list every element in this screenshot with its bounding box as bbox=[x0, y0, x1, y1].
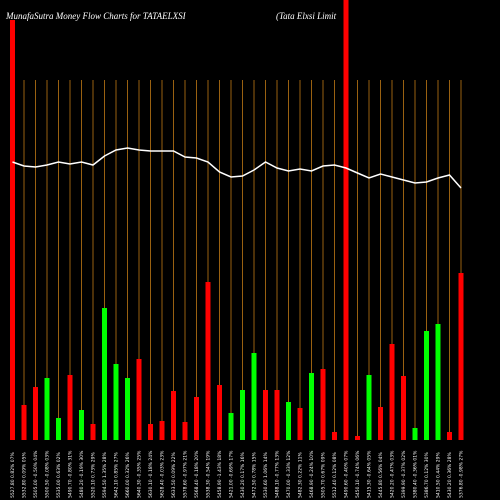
x-tick-label: 5480.20 -0.19% 30% bbox=[79, 450, 85, 498]
x-tick-label: 5520.10 0.73% 29% bbox=[91, 452, 97, 498]
chart-subtitle: (Tata Elxsi Limit bbox=[276, 11, 337, 21]
x-tick-label: 5538.30 -0.54% 19% bbox=[206, 450, 212, 498]
bar bbox=[389, 344, 395, 440]
x-tick-label: 5482.30 0.22% 11% bbox=[298, 452, 304, 498]
x-tick-label: 5472.50 0.78% 15% bbox=[252, 452, 258, 498]
x-tick-label: 5532.80 0.09% 05% bbox=[22, 452, 28, 498]
bar bbox=[10, 20, 15, 440]
bar bbox=[159, 421, 165, 440]
x-tick-label: 5500.50 -0.08% 03% bbox=[45, 450, 51, 498]
bar bbox=[343, 0, 349, 440]
bar bbox=[67, 375, 73, 440]
x-tick-label: 5490.70 -0.80% 31% bbox=[68, 450, 74, 498]
bar bbox=[79, 410, 84, 440]
x-tick-label: 5628.40 -0.03% 23% bbox=[160, 450, 166, 498]
x-tick-label: 5470.00 -0.33% 12% bbox=[286, 450, 292, 498]
bar bbox=[148, 424, 153, 440]
bar bbox=[320, 369, 326, 440]
x-tick-label: 5660.00 0.32% 26% bbox=[125, 452, 131, 498]
x-tick-label: 5630.10 -0.18% 24% bbox=[148, 450, 154, 498]
x-labels: 5527.80 0.82% 07% 5532.80 0.09% 05% 5505.0… bbox=[10, 450, 465, 498]
bar bbox=[21, 405, 27, 440]
x-tick-label: 5578.60 -0.97% 21% bbox=[183, 450, 189, 498]
x-tick-label: 5410.50 0.44% 29% bbox=[436, 452, 442, 498]
bar bbox=[297, 408, 303, 440]
x-tick-label: 5642.10 0.85% 27% bbox=[114, 452, 120, 498]
bar bbox=[435, 324, 441, 440]
bar bbox=[44, 378, 50, 440]
x-tick-label: 5535.00 0.63% 02% bbox=[56, 452, 62, 498]
line bbox=[12, 147, 462, 189]
x-tick-label: 5490.60 -0.40% 07% bbox=[344, 450, 350, 498]
x-tick-label: 5505.70 0.67% 09% bbox=[321, 452, 327, 498]
x-tick-label: 5512.40 0.12% 08% bbox=[332, 452, 338, 498]
bar bbox=[251, 353, 257, 440]
money-flow-line bbox=[12, 147, 462, 189]
bar bbox=[33, 387, 38, 440]
x-tick-label: 5488.10 -0.77% 13% bbox=[275, 450, 281, 498]
x-tick-label: 5530.60 1.06% 14% bbox=[263, 452, 269, 498]
bar bbox=[182, 422, 188, 440]
x-tick-label: 5594.50 1.35% 28% bbox=[102, 452, 108, 498]
bar bbox=[205, 282, 211, 440]
x-tick-label: 5376.80 -0.98% 27% bbox=[459, 450, 465, 498]
x-tick-label: 5633.50 0.09% 22% bbox=[171, 452, 177, 498]
x-tick-label: 5445.80 0.56% 04% bbox=[378, 452, 384, 498]
chart-title: MunafaSutra Money Flow Charts for TATAEL… bbox=[5, 11, 187, 21]
x-tick-label: 5399.90 -0.37% 02% bbox=[401, 450, 407, 498]
bar bbox=[401, 376, 406, 440]
bar bbox=[228, 413, 234, 440]
bar bbox=[378, 407, 383, 440]
bar bbox=[366, 375, 372, 440]
bar bbox=[125, 378, 130, 440]
bar bbox=[458, 273, 464, 440]
x-tick-label: 5430.20 0.36% 28% bbox=[447, 452, 453, 498]
bar bbox=[90, 424, 96, 440]
bar bbox=[171, 391, 176, 440]
bar bbox=[240, 390, 245, 440]
x-tick-label: 5430.20 0.17% 16% bbox=[240, 452, 246, 498]
x-tick-label: 5420.20 -0.47% 03% bbox=[390, 450, 396, 498]
bar bbox=[424, 331, 429, 440]
x-tick-label: 5458.90 -1.43% 18% bbox=[217, 450, 223, 498]
bars bbox=[10, 0, 464, 440]
x-tick-label: 5421.00 -0.69% 17% bbox=[229, 450, 235, 498]
x-tick-label: 5450.10 -0.74% 06% bbox=[355, 450, 361, 498]
bar bbox=[56, 418, 61, 440]
bar bbox=[102, 308, 107, 440]
x-tick-label: 5380.40 -0.36% 01% bbox=[413, 450, 419, 498]
x-tick-label: 5640.30 -0.35% 25% bbox=[137, 450, 143, 498]
bar bbox=[136, 359, 142, 440]
bar bbox=[309, 373, 314, 440]
bar bbox=[113, 364, 119, 440]
x-tick-label: 5505.00 -0.50% 04% bbox=[33, 450, 39, 498]
x-tick-label: 5386.70 0.12% 30% bbox=[424, 452, 430, 498]
bar bbox=[274, 390, 280, 440]
bar bbox=[412, 428, 418, 440]
bar bbox=[286, 402, 291, 440]
bar bbox=[355, 436, 360, 440]
x-tick-label: 5415.30 -0.64% 05% bbox=[367, 450, 373, 498]
bar bbox=[447, 432, 452, 440]
bar bbox=[194, 397, 199, 440]
bar bbox=[263, 390, 268, 440]
x-tick-label: 5468.90 -0.24% 10% bbox=[309, 450, 315, 498]
bar bbox=[217, 385, 222, 440]
bar bbox=[332, 432, 337, 440]
x-tick-label: 5568.40 -0.18% 20% bbox=[194, 450, 200, 498]
x-tick-label: 5527.80 0.82% 07% bbox=[10, 452, 16, 498]
